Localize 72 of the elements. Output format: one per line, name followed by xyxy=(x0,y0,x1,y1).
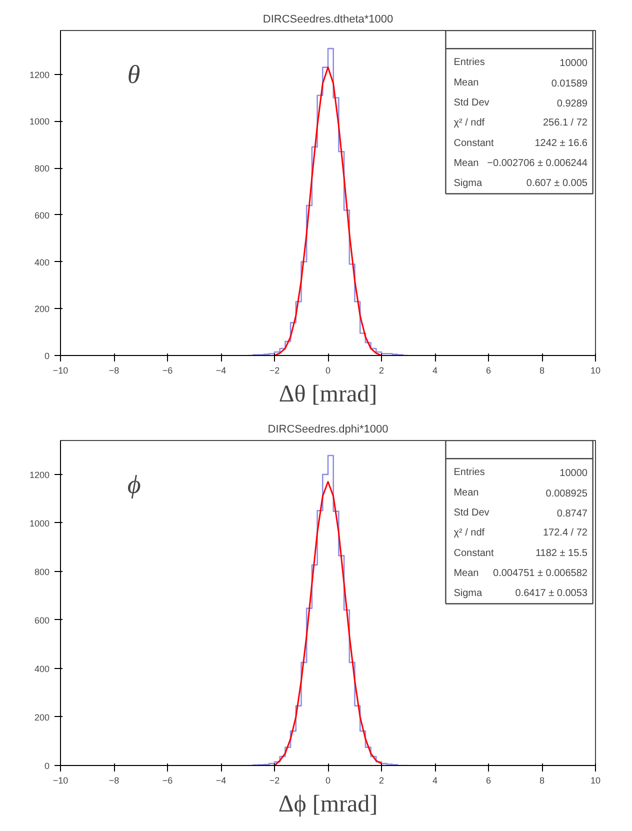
y-tick-label: 1200 xyxy=(29,70,50,80)
x-tick-label: 4 xyxy=(432,366,438,376)
x-tick-label: −6 xyxy=(162,776,173,786)
y-tick-label: 0 xyxy=(44,761,50,771)
x-tick-label: 6 xyxy=(486,366,492,376)
x-tick-label: −4 xyxy=(216,366,226,376)
x-tick-label: 10 xyxy=(590,366,601,376)
chart-title: DIRCSeedres.dtheta*1000 xyxy=(262,14,394,26)
annotation: Constant xyxy=(454,548,494,559)
annotation: 172.4 / 72 xyxy=(542,528,588,539)
x-tick-label: 8 xyxy=(539,776,545,786)
x-tick-label: 2 xyxy=(378,366,384,376)
x-tick-label: −10 xyxy=(52,366,68,376)
y-tick-label: 400 xyxy=(34,664,50,674)
annotation: Mean xyxy=(454,158,479,169)
annotation: 0.004751 ± 0.006582 xyxy=(493,568,588,579)
y-tick-label: 200 xyxy=(34,304,50,314)
y-tick-label: 600 xyxy=(34,615,50,626)
annotation: Std Dev xyxy=(454,508,490,519)
y-tick-label: 1000 xyxy=(29,518,50,528)
x-tick-label: −6 xyxy=(162,366,173,376)
y-tick-label: 0 xyxy=(44,351,50,361)
annotation: 256.1 / 72 xyxy=(542,118,588,129)
annotation: 0.6417 ± 0.0053 xyxy=(515,588,588,600)
x-tick-label: 2 xyxy=(378,776,384,786)
x-tick-label: 4 xyxy=(432,776,438,786)
annotation: 0.01589 xyxy=(551,78,588,90)
x-tick-label: 6 xyxy=(486,776,492,786)
annotation: 10000 xyxy=(560,468,588,480)
x-tick-label: −8 xyxy=(108,366,120,376)
x-tick-label: −8 xyxy=(108,776,120,786)
y-tick-label: 400 xyxy=(34,257,50,268)
annotation: 0.8747 xyxy=(556,508,588,520)
x-tick-label: 0 xyxy=(325,366,331,376)
annotation: Entries xyxy=(454,467,485,478)
x-tick-label: 10 xyxy=(590,776,601,786)
annotation: 0.607 ± 0.005 xyxy=(526,178,588,190)
annotation: Mean xyxy=(454,568,479,579)
y-tick-label: 200 xyxy=(34,712,50,722)
annotation: Sigma xyxy=(454,588,483,600)
annotation: 1242 ± 16.6 xyxy=(534,138,588,149)
annotation: 0.9289 xyxy=(556,98,588,110)
chart-title: DIRCSeedres.dphi*1000 xyxy=(268,424,388,436)
annotation: −0.002706 ± 0.006244 xyxy=(487,158,588,169)
annotation: Constant xyxy=(454,138,494,149)
annotation: 10000 xyxy=(560,58,588,70)
x-tick-label: −10 xyxy=(52,776,68,786)
y-tick-label: 1000 xyxy=(29,116,50,127)
annotation: ϕ xyxy=(127,470,141,499)
x-tick-label: −2 xyxy=(269,776,280,786)
line-series xyxy=(274,66,382,356)
annotation: Mean xyxy=(454,77,479,88)
y-tick-label: 600 xyxy=(34,210,50,220)
x-axis-title: Δθ [mrad] xyxy=(278,382,378,408)
y-tick-label: 1200 xyxy=(29,470,50,480)
x-tick-label: −2 xyxy=(269,366,280,376)
line-series xyxy=(274,480,382,766)
annotation: Entries xyxy=(454,57,485,68)
y-tick-label: 800 xyxy=(34,566,50,577)
x-axis-title: Δϕ [mrad] xyxy=(278,792,378,818)
annotation: Std Dev xyxy=(454,98,490,109)
annotation: 1182 ± 15.5 xyxy=(535,548,588,559)
annotation: Sigma xyxy=(454,178,483,190)
annotation: θ xyxy=(127,60,140,89)
x-tick-label: −4 xyxy=(216,776,226,786)
annotation: 0.008925 xyxy=(546,488,588,500)
y-tick-label: 800 xyxy=(34,164,50,174)
x-tick-label: 8 xyxy=(539,366,545,376)
annotation: Mean xyxy=(454,487,479,498)
annotation: χ² / ndf xyxy=(454,118,485,129)
x-tick-label: 0 xyxy=(325,776,331,786)
annotation: χ² / ndf xyxy=(454,528,485,539)
